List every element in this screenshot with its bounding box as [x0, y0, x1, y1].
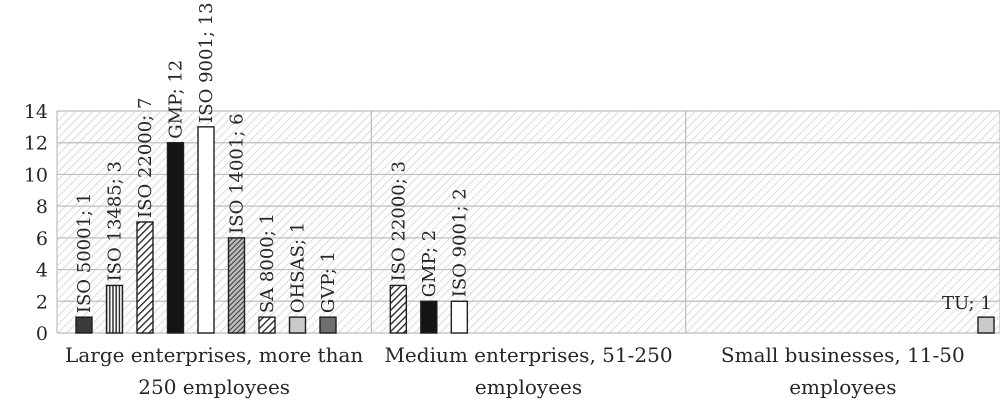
y-tick-label: 6 — [36, 228, 48, 250]
category-label: Small businesses, 11-50 — [721, 343, 965, 367]
category-labels: Large enterprises, more than 250 employee… — [65, 343, 965, 399]
data-label: GMP; 12 — [166, 60, 187, 139]
bar-iso-9001 — [450, 300, 469, 334]
bar-iso-14001 — [227, 237, 246, 334]
category-label: Large enterprises, more than — [65, 343, 363, 367]
category-label: employees — [789, 375, 896, 399]
data-label: ISO 22000; 7 — [135, 98, 156, 218]
bar-iso-13485 — [105, 284, 124, 334]
bar-iso-9001 — [197, 126, 215, 334]
data-label: ISO 22000; 3 — [388, 161, 409, 281]
category-label: Medium enterprises, 51-250 — [384, 343, 672, 367]
bar-iso-22000 — [136, 221, 154, 334]
bar-gmp — [420, 300, 438, 334]
bar-iso-50001 — [75, 316, 93, 334]
y-axis: 0 2 4 6 8 10 12 14 — [24, 101, 48, 345]
data-label: OHSAS; 1 — [288, 222, 309, 313]
bar-gmp — [166, 142, 185, 334]
y-tick-label: 14 — [24, 101, 48, 123]
data-labels: ISO 50001; 1 ISO 13485; 3 ISO 22000; 7 GMP;… — [74, 2, 992, 314]
y-tick-label: 4 — [36, 260, 48, 282]
data-label: SA 8000; 1 — [257, 213, 278, 313]
y-tick-label: 8 — [36, 196, 48, 218]
bar-tu — [977, 316, 995, 334]
y-tick-label: 12 — [24, 133, 48, 155]
bars — [75, 126, 995, 334]
data-label: GVP; 1 — [318, 251, 339, 313]
data-label: ISO 13485; 3 — [105, 161, 126, 281]
bar-iso-22000 — [389, 284, 408, 334]
bar-ohsas — [288, 316, 307, 334]
data-label: ISO 50001; 1 — [74, 193, 95, 313]
category-label: employees — [475, 375, 582, 399]
data-label: GMP; 2 — [419, 230, 440, 298]
y-tick-label: 10 — [24, 164, 48, 186]
y-tick-label: 0 — [36, 323, 48, 345]
bar-gvp — [319, 316, 337, 334]
data-label: ISO 9001; 2 — [449, 188, 470, 297]
data-label: TU; 1 — [942, 293, 992, 314]
data-label: ISO 14001; 6 — [227, 113, 248, 233]
category-label: 250 employees — [138, 375, 290, 399]
y-tick-label: 2 — [36, 291, 48, 313]
bar-sa-8000 — [258, 316, 276, 334]
data-label: ISO 9001; 13 — [196, 2, 217, 122]
